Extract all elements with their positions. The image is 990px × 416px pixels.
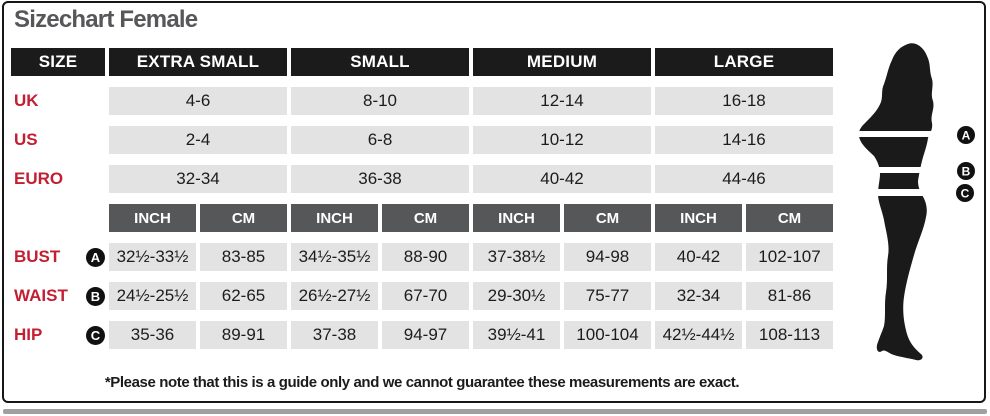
unit-header-inch-l: INCH <box>655 204 742 232</box>
waist-cut-line <box>866 167 930 173</box>
unit-header-cm-xs: CM <box>200 204 287 232</box>
row-label-us: US <box>14 130 38 149</box>
cell-hip-l-inch: 42½-44½ <box>655 321 742 349</box>
bottom-shadow-bar <box>3 409 987 414</box>
cell-waist-s-cm: 67-70 <box>382 282 469 310</box>
units-row-spacer <box>11 204 105 232</box>
cell-bust-xs-cm: 83-85 <box>200 243 287 271</box>
marker-c-badge: C <box>86 325 105 345</box>
bust-cut-line <box>854 131 940 137</box>
cell-hip-xs-cm: 89-91 <box>200 321 287 349</box>
unit-header-inch-xs: INCH <box>109 204 196 232</box>
size-table: SIZE EXTRA SMALL SMALL MEDIUM LARGE UK 4… <box>11 48 833 349</box>
marker-a-badge: A <box>86 247 105 267</box>
cell-hip-xs-inch: 35-36 <box>109 321 196 349</box>
waist-label: WAIST <box>14 286 68 305</box>
cell-bust-l-cm: 102-107 <box>746 243 833 271</box>
cell-bust-m-cm: 94-98 <box>564 243 651 271</box>
cell-us-s: 6-8 <box>291 126 469 154</box>
cell-uk-l: 16-18 <box>655 87 833 115</box>
cell-euro-s: 36-38 <box>291 165 469 193</box>
hip-label: HIP <box>14 325 43 344</box>
cell-uk-xs: 4-6 <box>109 87 287 115</box>
cell-waist-s-inch: 26½-27½ <box>291 282 378 310</box>
header-small: SMALL <box>291 48 469 76</box>
header-extra-small: EXTRA SMALL <box>109 48 287 76</box>
cell-bust-s-cm: 88-90 <box>382 243 469 271</box>
unit-header-cm-m: CM <box>564 204 651 232</box>
figure-marker-b: B <box>957 162 975 180</box>
cell-euro-l: 44-46 <box>655 165 833 193</box>
row-label-waist: WAIST B <box>11 282 105 310</box>
cell-waist-xs-cm: 62-65 <box>200 282 287 310</box>
bust-label: BUST <box>14 247 61 266</box>
row-label-uk: UK <box>14 91 39 110</box>
cell-euro-m: 40-42 <box>473 165 651 193</box>
footnote: *Please note that this is a guide only a… <box>104 374 740 391</box>
unit-header-inch-s: INCH <box>291 204 378 232</box>
header-medium: MEDIUM <box>473 48 651 76</box>
unit-header-cm-l: CM <box>746 204 833 232</box>
row-label-hip: HIP C <box>11 321 105 349</box>
cell-bust-xs-inch: 32½-33½ <box>109 243 196 271</box>
female-silhouette-svg: A B C <box>854 43 975 361</box>
female-body-shape <box>858 43 934 361</box>
figure-marker-a: A <box>957 126 975 144</box>
cell-hip-m-inch: 39½-41 <box>473 321 560 349</box>
hip-cut-line <box>864 189 934 196</box>
cell-waist-xs-inch: 24½-25½ <box>109 282 196 310</box>
header-size: SIZE <box>11 48 105 76</box>
row-label-bust: BUST A <box>11 243 105 271</box>
cell-us-m: 10-12 <box>473 126 651 154</box>
figure-marker-c: C <box>956 184 974 202</box>
cell-bust-s-inch: 34½-35½ <box>291 243 378 271</box>
cell-euro-xs: 32-34 <box>109 165 287 193</box>
cell-us-xs: 2-4 <box>109 126 287 154</box>
cell-hip-m-cm: 100-104 <box>564 321 651 349</box>
figure-marker-c-letter: C <box>961 187 970 201</box>
cell-waist-m-cm: 75-77 <box>564 282 651 310</box>
cell-uk-m: 12-14 <box>473 87 651 115</box>
cell-uk-s: 8-10 <box>291 87 469 115</box>
cell-hip-s-cm: 94-97 <box>382 321 469 349</box>
unit-header-inch-m: INCH <box>473 204 560 232</box>
cell-bust-l-inch: 40-42 <box>655 243 742 271</box>
unit-header-cm-s: CM <box>382 204 469 232</box>
cell-bust-m-inch: 37-38½ <box>473 243 560 271</box>
cell-hip-l-cm: 108-113 <box>746 321 833 349</box>
marker-b-badge: B <box>86 286 105 306</box>
figure-marker-a-letter: A <box>962 129 971 143</box>
cell-waist-l-cm: 81-86 <box>746 282 833 310</box>
female-figure-silhouette: A B C <box>854 40 988 370</box>
header-large: LARGE <box>655 48 833 76</box>
cell-us-l: 14-16 <box>655 126 833 154</box>
row-label-euro: EURO <box>14 169 64 188</box>
page-title: Sizechart Female <box>14 6 198 33</box>
figure-marker-b-letter: B <box>962 165 971 179</box>
cell-waist-l-inch: 32-34 <box>655 282 742 310</box>
cell-waist-m-inch: 29-30½ <box>473 282 560 310</box>
cell-hip-s-inch: 37-38 <box>291 321 378 349</box>
